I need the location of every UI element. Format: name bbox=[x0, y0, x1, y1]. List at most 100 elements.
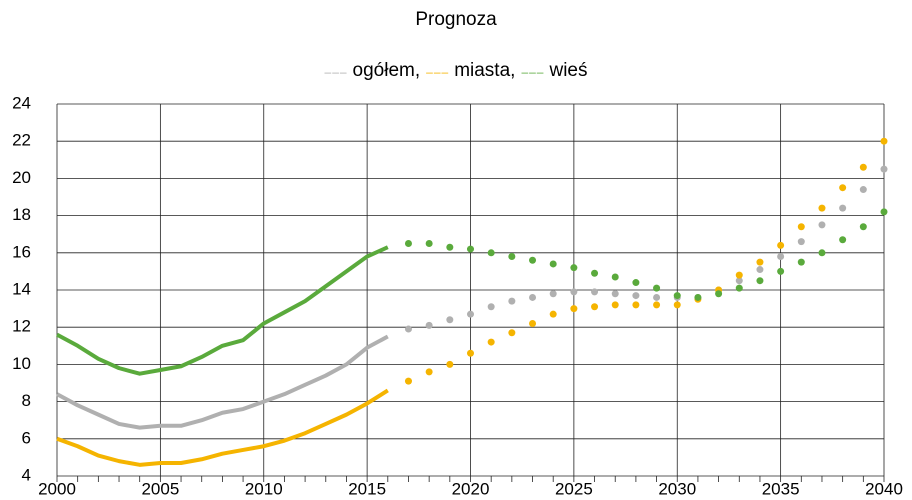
x-tick-label: 2000 bbox=[38, 479, 76, 498]
y-tick-label: 14 bbox=[12, 279, 31, 298]
forecast-dot bbox=[777, 241, 785, 249]
legend-label: wieś bbox=[549, 60, 588, 81]
forecast-dot bbox=[818, 249, 826, 257]
forecast-dot bbox=[487, 249, 495, 257]
forecast-dot bbox=[797, 238, 805, 246]
legend-item: ‒‒‒ ogółem, bbox=[325, 60, 421, 82]
forecast-dot bbox=[570, 264, 578, 272]
forecast-dot bbox=[632, 279, 640, 287]
forecast-dot bbox=[694, 293, 702, 301]
legend-swatch: ‒‒‒ bbox=[324, 65, 348, 79]
forecast-dot bbox=[404, 240, 412, 247]
x-tick-label: 2020 bbox=[452, 479, 490, 498]
forecast-dot bbox=[632, 292, 640, 300]
y-tick-label: 24 bbox=[12, 93, 31, 112]
legend-swatch: ‒‒‒ bbox=[426, 65, 450, 79]
forecast-dot bbox=[591, 288, 599, 296]
x-tick-label: 2030 bbox=[658, 479, 696, 498]
y-tick-label: 18 bbox=[12, 205, 31, 224]
forecast-dot bbox=[611, 273, 619, 281]
forecast-dot bbox=[818, 204, 826, 212]
x-tick-label: 2025 bbox=[555, 479, 593, 498]
forecast-dot bbox=[611, 290, 619, 298]
forecast-dot bbox=[839, 184, 847, 192]
legend-label: miasta, bbox=[454, 60, 516, 81]
chart-title: Prognoza bbox=[415, 9, 497, 30]
forecast-dot bbox=[570, 288, 578, 296]
forecast-dot bbox=[653, 284, 661, 292]
forecast-dot bbox=[446, 243, 454, 251]
x-tick-label: 2035 bbox=[762, 479, 800, 498]
forecast-dot bbox=[735, 284, 743, 292]
forecast-dot bbox=[425, 368, 433, 376]
forecast-dot bbox=[839, 236, 847, 244]
forecast-dot bbox=[508, 329, 516, 337]
forecast-dot bbox=[508, 253, 516, 261]
forecast-dot bbox=[756, 258, 764, 266]
forecast-dot bbox=[880, 137, 888, 145]
forecast-dot bbox=[673, 301, 681, 309]
y-tick-label: 16 bbox=[12, 242, 31, 261]
forecast-dot bbox=[508, 297, 516, 305]
forecast-dot bbox=[859, 186, 867, 194]
forecast-dot bbox=[404, 377, 412, 385]
forecast-dot bbox=[446, 360, 454, 368]
forecast-dot bbox=[735, 271, 743, 279]
legend-item: ‒‒‒ wieś bbox=[521, 60, 587, 82]
forecast-dot bbox=[549, 310, 557, 318]
x-tick-label: 2040 bbox=[865, 479, 903, 498]
forecast-dot bbox=[653, 301, 661, 309]
forecast-dot bbox=[611, 301, 619, 309]
forecast-dot bbox=[446, 316, 454, 324]
y-tick-label: 10 bbox=[12, 354, 31, 373]
y-tick-label: 4 bbox=[22, 465, 31, 484]
forecast-dot bbox=[529, 319, 537, 327]
forecast-dot bbox=[839, 204, 847, 212]
x-tick-label: 2015 bbox=[348, 479, 386, 498]
forecast-dot bbox=[570, 305, 578, 313]
y-tick-label: 6 bbox=[22, 428, 31, 447]
forecast-dot bbox=[632, 301, 640, 309]
legend: ‒‒‒ ogółem, ‒‒‒ miasta, ‒‒‒ wieś bbox=[0, 60, 912, 82]
forecast-dot bbox=[487, 338, 495, 346]
x-tick-label: 2005 bbox=[141, 479, 179, 498]
forecast-dot bbox=[487, 303, 495, 311]
y-tick-label: 22 bbox=[12, 131, 31, 150]
forecast-dot bbox=[756, 277, 764, 285]
forecast-dot bbox=[797, 223, 805, 231]
x-tick-label: 2010 bbox=[245, 479, 283, 498]
forecast-dot bbox=[425, 240, 433, 247]
forecast-dot bbox=[467, 349, 474, 357]
legend-item: ‒‒‒ miasta, bbox=[426, 60, 515, 82]
y-tick-label: 20 bbox=[12, 168, 31, 187]
forecast-dot bbox=[880, 165, 888, 173]
forecast-dot bbox=[880, 208, 888, 216]
y-tick-label: 12 bbox=[12, 317, 31, 336]
forecast-dot bbox=[591, 303, 599, 311]
line bbox=[56, 245, 389, 376]
forecast-dot bbox=[756, 266, 764, 274]
legend-label: ogółem, bbox=[352, 60, 421, 81]
forecast-dot bbox=[673, 292, 681, 300]
forecast-dot bbox=[859, 163, 867, 171]
forecast-dot bbox=[529, 256, 537, 264]
forecast-dot bbox=[735, 277, 743, 285]
forecast-dot bbox=[404, 325, 412, 333]
forecast-dot bbox=[549, 260, 557, 268]
forecast-dot bbox=[859, 223, 867, 231]
forecast-dot bbox=[715, 290, 723, 298]
y-tick-label: 8 bbox=[22, 391, 31, 410]
forecast-dot bbox=[818, 221, 826, 229]
legend-swatch: ‒‒‒ bbox=[521, 65, 545, 79]
forecast-dot bbox=[591, 269, 599, 277]
forecast-dot bbox=[425, 321, 433, 329]
line bbox=[56, 388, 389, 467]
forecast-dot bbox=[777, 253, 785, 261]
forecast-dot bbox=[467, 310, 474, 318]
forecast-dot bbox=[797, 258, 805, 266]
forecast-dot bbox=[777, 267, 785, 275]
forecast-dot bbox=[529, 293, 537, 301]
line bbox=[56, 334, 389, 430]
